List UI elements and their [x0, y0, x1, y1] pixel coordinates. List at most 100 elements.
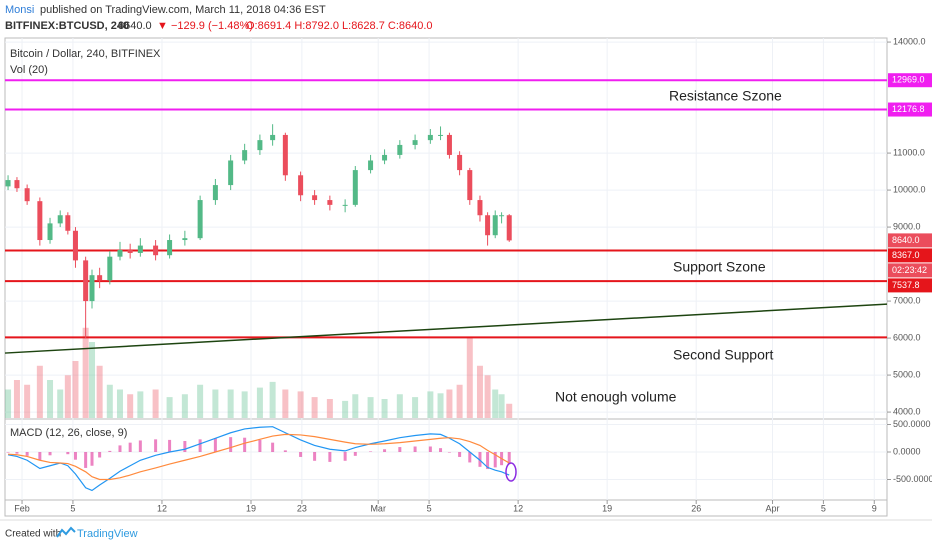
volume-bar: [396, 394, 403, 418]
y-tick-label: 4000.0: [893, 406, 921, 416]
candle-body: [89, 275, 95, 302]
x-tick-label: 5: [70, 503, 75, 513]
macd-histogram: [229, 437, 233, 452]
candle-body: [107, 256, 113, 281]
candle-body: [492, 215, 498, 236]
volume-bar: [437, 393, 444, 418]
annotation: Not enough volume: [555, 389, 677, 405]
published: published on TradingView.com, March 11, …: [40, 4, 326, 16]
volume-bar: [506, 403, 513, 418]
candle-body: [412, 140, 418, 145]
price-tag-label: 12969.0: [892, 75, 925, 85]
volume-bar: [367, 397, 374, 418]
candle-body: [37, 201, 43, 241]
macd-histogram: [183, 441, 187, 452]
price-tag-label: 7537.8: [892, 280, 920, 290]
macd-histogram: [428, 446, 432, 452]
macd-histogram: [398, 447, 402, 452]
macd-histogram: [73, 452, 77, 460]
volume-bar: [13, 380, 20, 418]
candle-body: [197, 200, 203, 239]
candle-body: [137, 245, 143, 253]
highlight-ellipse: [505, 462, 517, 482]
volume-bar: [116, 389, 123, 418]
y-tick-label: 14000.0: [893, 36, 926, 46]
price-tag: [888, 263, 932, 278]
macd-histogram: [48, 452, 52, 456]
volume-bar: [24, 384, 31, 418]
candle-body: [153, 245, 159, 256]
macd-histogram: [90, 452, 94, 466]
macd-histogram: [283, 450, 287, 452]
volume-bar: [311, 397, 318, 418]
volume-bar: [166, 397, 173, 418]
volume-bar: [492, 389, 499, 418]
y-tick-label: 500.0000: [893, 419, 931, 429]
volume-bar: [352, 394, 359, 418]
macd-histogram: [84, 452, 88, 468]
macd-histogram: [168, 439, 172, 452]
x-tick-label: 12: [513, 503, 523, 513]
volume-bar: [89, 342, 96, 418]
candle-body: [5, 180, 11, 187]
candle-body: [506, 215, 512, 241]
candle-body: [97, 275, 103, 281]
volume-bar: [456, 384, 463, 418]
macd-histogram: [447, 452, 451, 453]
x-tick-label: 26: [691, 503, 701, 513]
macd-title: MACD (12, 26, close, 9): [10, 427, 127, 439]
volume-bar: [342, 400, 349, 418]
macd-histogram: [343, 452, 347, 461]
x-tick-label: 23: [297, 503, 307, 513]
volume-bar: [476, 365, 483, 418]
volume-bar: [106, 384, 113, 418]
candle-body: [24, 188, 30, 202]
macd-histogram: [507, 452, 511, 465]
price-tag: [888, 248, 932, 263]
volume-bar: [241, 391, 248, 418]
candle-body: [282, 134, 288, 176]
candle-body: [167, 240, 173, 256]
candle-body: [312, 195, 318, 201]
y-tick-label: 10000.0: [893, 184, 926, 194]
x-tick-label: Feb: [14, 503, 30, 513]
volume-bar: [256, 387, 263, 418]
macd-signal-line: [8, 433, 510, 481]
volume-bar: [446, 389, 453, 418]
candle-body: [83, 260, 89, 302]
x-tick-label: 5: [427, 503, 432, 513]
chart-title: Bitcoin / Dollar, 240, BITFINEX: [10, 48, 161, 60]
footer-created: Created with: [5, 529, 61, 540]
x-tick-label: Apr: [766, 503, 780, 513]
volume-bar: [427, 391, 434, 418]
price-tag: [888, 233, 932, 248]
macd-histogram: [439, 448, 443, 452]
candle-body: [212, 185, 218, 201]
footer-brand[interactable]: TradingView: [77, 528, 138, 540]
macd-histogram: [128, 442, 132, 452]
candle-body: [228, 160, 234, 186]
candle-body: [298, 175, 304, 196]
candle-body: [65, 215, 71, 231]
macd-histogram: [369, 451, 373, 452]
y-tick-label: 6000.0: [893, 332, 921, 342]
macd-histogram: [271, 442, 275, 452]
price-tag-label: 8367.0: [892, 250, 920, 260]
candle-body: [368, 160, 374, 171]
candle-body: [182, 238, 188, 241]
volume-bar: [326, 399, 333, 418]
macd-histogram: [98, 452, 102, 458]
macd-histogram: [353, 452, 357, 456]
candle-body: [127, 250, 133, 253]
volume-title: Vol (20): [10, 64, 48, 76]
y-tick-label: 5000.0: [893, 369, 921, 379]
candle-body: [382, 154, 388, 161]
author[interactable]: Monsi: [5, 4, 34, 16]
candle-body: [467, 170, 473, 201]
candle-body: [327, 200, 333, 205]
macd-histogram: [299, 452, 303, 457]
x-tick-label: 19: [602, 503, 612, 513]
macd-histogram: [25, 452, 29, 456]
candle-body: [485, 215, 491, 236]
